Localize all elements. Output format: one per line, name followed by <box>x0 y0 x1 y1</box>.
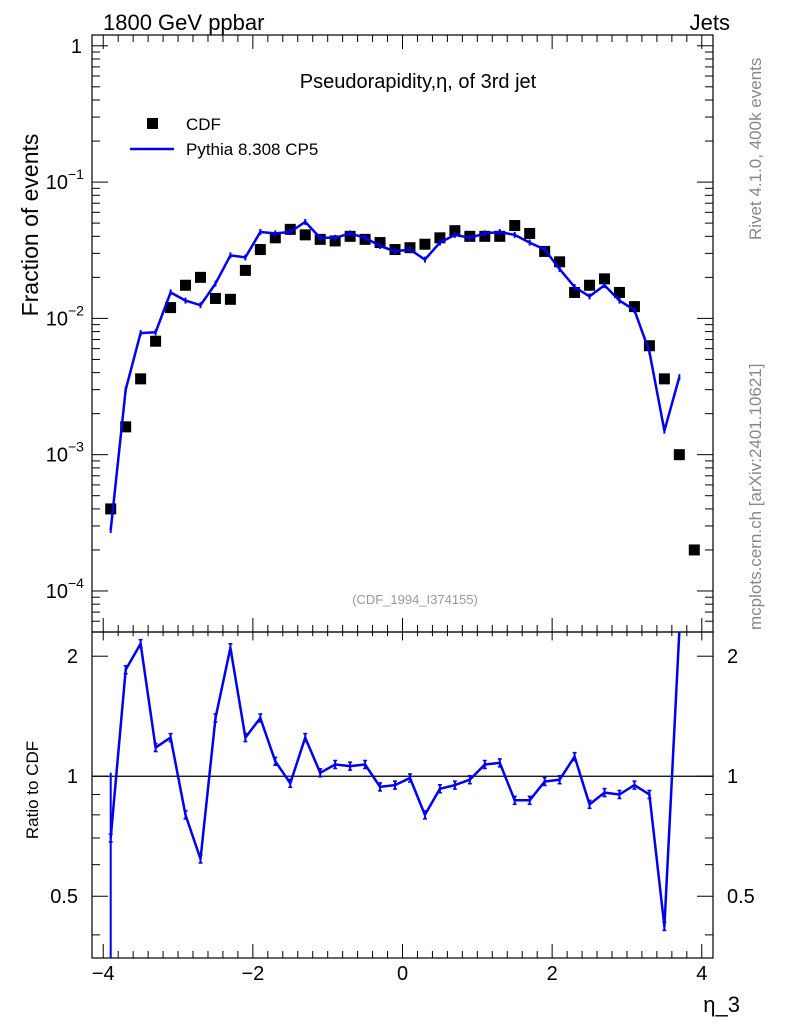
ratio-y-tick-label-right: 0.5 <box>727 886 755 908</box>
data-point <box>299 229 311 241</box>
y-tick-label-exponent: −2 <box>68 302 84 318</box>
data-point <box>688 544 700 556</box>
data-point <box>509 220 521 232</box>
legend-label-pythia: Pythia 8.308 CP5 <box>186 140 318 159</box>
x-axis-label: η_3 <box>703 992 740 1017</box>
header-right: Jets <box>690 10 730 35</box>
chart-title: Pseudorapidity,η, of 3rd jet <box>300 71 537 93</box>
data-point <box>194 271 206 283</box>
data-point <box>329 235 341 247</box>
y-tick-label: 10 <box>46 445 68 467</box>
data-point <box>120 421 132 433</box>
ratio-y-tick-label-right: 1 <box>727 766 738 788</box>
data-point <box>643 340 655 352</box>
y-tick-label-exponent: −4 <box>68 575 84 591</box>
watermark: (CDF_1994_I374155) <box>352 592 478 607</box>
data-point <box>628 301 640 313</box>
series-line <box>109 220 681 531</box>
data-point <box>419 238 431 250</box>
pythia-series <box>109 218 681 534</box>
data-point <box>165 302 177 314</box>
data-point <box>554 256 566 268</box>
data-point <box>673 449 685 461</box>
data-point <box>254 244 266 256</box>
side-label-lower: mcplots.cern.ch [arXiv:2401.10621] <box>746 364 765 630</box>
x-tick-label: 2 <box>547 963 558 985</box>
y-tick-label: 10 <box>46 308 68 330</box>
x-tick-label: 4 <box>696 963 707 985</box>
ratio-y-tick-label: 0.5 <box>50 886 78 908</box>
data-point <box>180 279 192 291</box>
y-tick-label: 10 <box>46 172 68 194</box>
data-point <box>658 373 670 385</box>
cdf-series <box>105 220 700 556</box>
ratio-y-axis-label: Ratio to CDF <box>23 741 42 839</box>
y-axis-label: Fraction of events <box>17 134 43 317</box>
data-point <box>449 225 461 237</box>
legend-marker-cdf <box>147 118 158 129</box>
main-plot: 110−110−210−310−4 Pseudorapidity,η, of 3… <box>46 34 714 633</box>
y-tick-label: 10 <box>46 581 68 603</box>
data-point <box>584 279 596 291</box>
x-tick-label: −4 <box>92 963 115 985</box>
x-tick-label: 0 <box>397 963 408 985</box>
y-tick-label: 1 <box>71 36 82 58</box>
y-tick-label-exponent: −3 <box>68 439 84 455</box>
ratio-y-tick-label: 1 <box>67 766 78 788</box>
data-point <box>524 227 536 239</box>
data-point <box>239 264 251 276</box>
data-point <box>105 503 117 515</box>
data-point <box>374 237 386 249</box>
data-point <box>599 273 611 285</box>
ratio-y-tick-label: 2 <box>67 646 78 668</box>
header-left: 1800 GeV ppbar <box>103 10 264 35</box>
ratio-series <box>108 631 681 958</box>
data-point <box>434 232 446 244</box>
x-tick-label: −2 <box>241 963 264 985</box>
data-point <box>613 286 625 298</box>
data-point <box>150 335 162 347</box>
ratio-line <box>109 631 681 928</box>
legend-label-cdf: CDF <box>186 115 221 134</box>
data-point <box>224 293 236 305</box>
ratio-plot: 2 2 1 1 0.5 0.5 −4 −2 0 2 4 <box>50 631 755 985</box>
legend: CDF Pythia 8.308 CP5 <box>130 115 318 159</box>
y-tick-label-exponent: −1 <box>68 166 84 182</box>
data-point <box>569 286 581 298</box>
ratio-y-tick-label-right: 2 <box>727 646 738 668</box>
side-label-upper: Rivet 4.1.0, 400k events <box>746 58 765 240</box>
data-point <box>494 230 506 242</box>
data-point <box>209 292 221 304</box>
data-point <box>269 232 281 244</box>
data-point <box>135 373 147 385</box>
